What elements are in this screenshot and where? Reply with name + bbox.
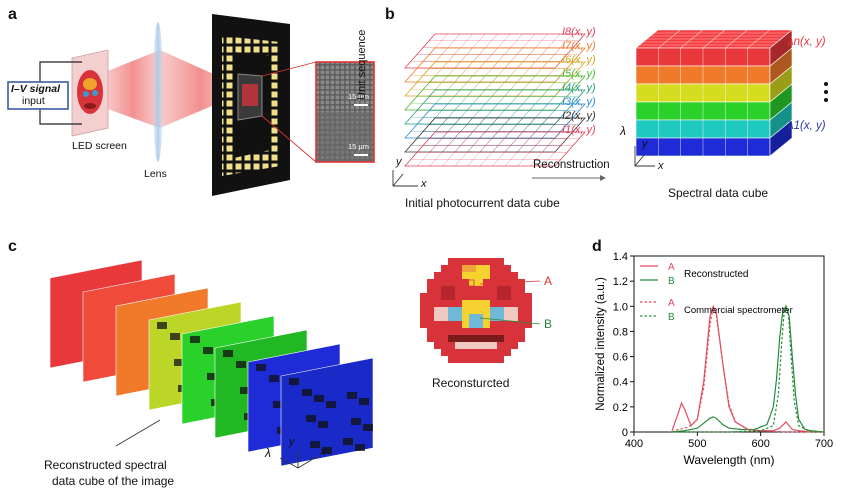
spectral-cube-graphic bbox=[635, 29, 793, 157]
y-tick-label: 1.4 bbox=[613, 251, 628, 263]
ellipsis-dot bbox=[824, 82, 828, 86]
layer-label-4: I4(x, y) bbox=[562, 82, 596, 94]
chart-frame bbox=[633, 255, 825, 433]
x-tick-label: 600 bbox=[751, 438, 769, 450]
signal-box-label-1: I–V signal bbox=[11, 83, 61, 95]
caption-line-1: Reconstructed spectral bbox=[44, 458, 167, 472]
reconstruction-arrow-head bbox=[600, 175, 606, 181]
panel-a-letter: a bbox=[8, 6, 17, 23]
reconstructed-image bbox=[420, 258, 532, 363]
layer-label-8: I8(x, y) bbox=[562, 26, 596, 38]
x-tick-label: 400 bbox=[625, 438, 643, 450]
axis-y-spectral: y bbox=[642, 138, 648, 150]
spectrum-chart: 400 500 600 700 0 0.2 0.4 0.6 0.8 1.0 1.2 1.4 Wavele… bbox=[595, 251, 833, 467]
spectrum-series-2 bbox=[671, 303, 824, 433]
legend-group-label: Commercial spectrometer bbox=[684, 305, 793, 316]
layer-label-3: I3(x, y) bbox=[562, 96, 596, 108]
lens-label: Lens bbox=[144, 168, 167, 180]
legend-entry-label: A bbox=[668, 298, 675, 309]
x-tick-label: 700 bbox=[815, 438, 833, 450]
layer-label-2: I2(x, y) bbox=[562, 110, 596, 122]
ellipsis-dot bbox=[824, 90, 828, 94]
panel-a bbox=[7, 14, 375, 196]
panel-d-letter: d bbox=[592, 238, 602, 255]
marker-a-line bbox=[479, 280, 541, 285]
y-tick-label: 1.2 bbox=[613, 276, 628, 288]
axis-lambda-slices: λ bbox=[265, 446, 271, 460]
legend-entry-label: A bbox=[668, 262, 675, 273]
panel-b-letter: b bbox=[385, 6, 395, 23]
y-tick-label: 0.4 bbox=[613, 377, 628, 389]
caption-line-2: data cube of the image bbox=[52, 474, 175, 488]
layer-label-5: I5(x, y) bbox=[562, 68, 596, 80]
signal-wire-top bbox=[39, 61, 82, 84]
spectral-slices bbox=[49, 259, 374, 467]
axis-lambda-spectral: λ bbox=[620, 124, 626, 138]
detector-chip bbox=[212, 14, 290, 196]
lambda-top-label: λn(x, y) bbox=[788, 36, 826, 48]
lambda-bottom-label: λ1(x, y) bbox=[788, 120, 826, 132]
signal-wire-bottom bbox=[39, 108, 82, 125]
cube-axes-initial bbox=[392, 170, 418, 187]
panel-b bbox=[392, 29, 828, 187]
zoom-line-top bbox=[261, 61, 317, 77]
axis-y-slices: y bbox=[289, 436, 295, 448]
light-beam-converging bbox=[160, 50, 240, 128]
scale-bar-label-bottom: 15 µm bbox=[348, 142, 369, 151]
reconstructed-label: Reconsturcted bbox=[432, 376, 510, 390]
cube-axes-spectral bbox=[634, 146, 655, 167]
marker-a-label: A bbox=[544, 274, 553, 288]
y-tick-label: 0.6 bbox=[613, 352, 628, 364]
cube-layer-side bbox=[769, 119, 793, 157]
y-tick-label: 0.8 bbox=[613, 326, 628, 338]
lens-shape bbox=[153, 22, 163, 162]
y-tick-label: 0 bbox=[622, 427, 628, 439]
spectral-cube-label: Spectral data cube bbox=[668, 186, 769, 200]
panel-c-letter: c bbox=[8, 238, 17, 255]
layer-label-6: I6(x, y) bbox=[562, 54, 596, 66]
y-axis-label: Normalized intensity (a.u.) bbox=[595, 277, 607, 411]
x-tick-label: 500 bbox=[688, 438, 706, 450]
reconstruction-label: Reconstruction bbox=[533, 159, 610, 171]
photocurrent-layer bbox=[404, 131, 586, 167]
legend-group-label: Reconstructed bbox=[684, 269, 748, 280]
scale-bar-label-top: 15 µm bbox=[348, 92, 369, 101]
axis-x-spectral: x bbox=[658, 160, 664, 172]
led-screen-image bbox=[71, 49, 109, 137]
panel-c bbox=[49, 258, 541, 469]
initial-cube-label: Initial photocurrent data cube bbox=[405, 196, 560, 210]
light-beam bbox=[105, 50, 160, 128]
axis-x-initial: x bbox=[421, 178, 427, 190]
unit-sequence-label: Unit sequence bbox=[356, 29, 368, 100]
spectrum-series-3 bbox=[672, 304, 824, 433]
caption-pointer bbox=[115, 419, 161, 447]
legend-entry-label: B bbox=[668, 312, 675, 323]
layer-label-1: I1(x, y) bbox=[562, 124, 596, 136]
y-tick-label: 1.0 bbox=[613, 301, 628, 313]
marker-b-line bbox=[479, 317, 541, 325]
axis-y-initial: y bbox=[396, 156, 402, 168]
spectrum-series-0 bbox=[671, 304, 824, 433]
signal-input-box bbox=[7, 81, 69, 110]
marker-b-label: B bbox=[544, 317, 553, 331]
spectral-slice bbox=[280, 357, 374, 467]
led-screen-label: LED screen bbox=[72, 140, 127, 152]
layer-label-7: I7(x, y) bbox=[562, 40, 596, 52]
y-tick-label: 0.2 bbox=[613, 402, 628, 414]
marker-a-box bbox=[467, 279, 475, 287]
signal-box-label-2: input bbox=[22, 95, 45, 107]
axis-x-slices: x bbox=[320, 446, 326, 458]
slice-axes bbox=[279, 450, 319, 469]
zoom-line-bottom bbox=[261, 115, 317, 163]
sem-inset bbox=[315, 61, 375, 163]
x-axis-label: Wavelength (nm) bbox=[684, 453, 775, 467]
ellipsis-dot bbox=[824, 98, 828, 102]
photocurrent-stack bbox=[404, 33, 586, 167]
spectrum-series-1 bbox=[671, 304, 825, 433]
legend-entry-label: B bbox=[668, 276, 675, 287]
